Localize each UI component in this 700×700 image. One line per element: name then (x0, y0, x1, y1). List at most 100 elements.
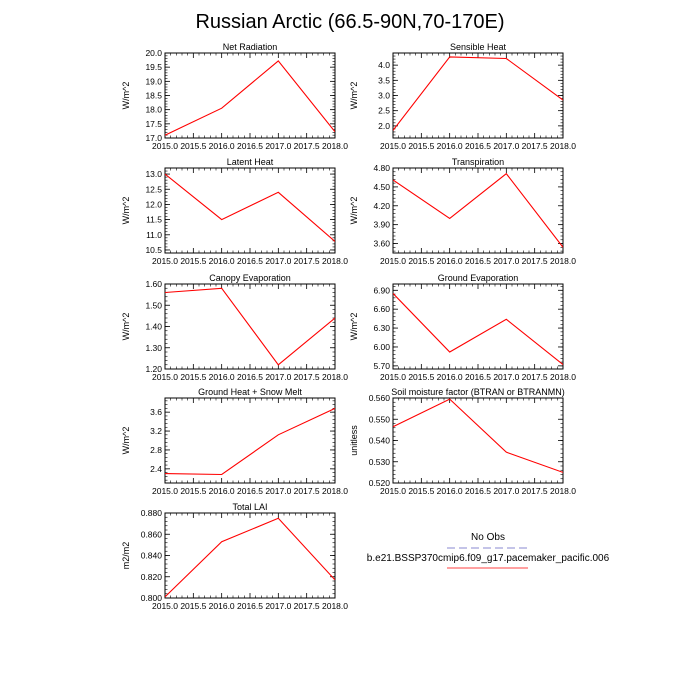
y-tick-label: 11.5 (146, 215, 162, 225)
y-tick-label: 0.550 (369, 414, 391, 424)
y-tick-label: 0.560 (369, 393, 391, 403)
y-tick-label: 1.60 (145, 279, 162, 289)
y-tick-label: 4.50 (373, 182, 390, 192)
y-tick-label: 4.20 (373, 201, 390, 211)
panel-title: Soil moisture factor (BTRAN or BTRANMN) (391, 387, 565, 397)
x-tick-label: 2017.0 (493, 486, 519, 496)
y-tick-label: 1.40 (145, 322, 162, 332)
y-tick-label: 0.820 (141, 572, 163, 582)
plot-frame (392, 167, 564, 254)
x-tick-label: 2018.0 (550, 372, 576, 382)
y-tick-label: 3.5 (378, 75, 390, 85)
y-axis-label: unitless (349, 425, 359, 456)
y-tick-label: 3.90 (373, 220, 390, 230)
series-line (165, 517, 335, 598)
x-tick-label: 2017.0 (493, 372, 519, 382)
plot-frame (392, 52, 564, 139)
x-tick-label: 2015.5 (180, 372, 206, 382)
plot-frame (164, 397, 336, 484)
x-tick-label: 2016.5 (237, 601, 263, 611)
x-tick-label: 2018.0 (322, 141, 348, 151)
x-tick-label: 2016.0 (209, 372, 235, 382)
y-tick-label: 20.0 (145, 48, 162, 58)
series-line (165, 287, 335, 366)
y-tick-label: 11.0 (146, 230, 162, 240)
y-axis-label: m2/m2 (121, 542, 131, 570)
y-axis-label: W/m^2 (349, 197, 359, 225)
x-tick-label: 2015.5 (408, 486, 434, 496)
x-tick-label: 2016.0 (437, 141, 463, 151)
x-tick-label: 2015.0 (152, 486, 178, 496)
x-tick-label: 2018.0 (322, 601, 348, 611)
y-tick-label: 18.5 (145, 91, 162, 101)
panel-title: Transpiration (452, 157, 504, 167)
x-tick-label: 2016.5 (465, 486, 491, 496)
y-tick-label: 17.5 (145, 119, 162, 129)
y-tick-label: 6.90 (373, 285, 390, 295)
y-axis-label: W/m^2 (121, 197, 131, 225)
x-tick-label: 2016.5 (237, 141, 263, 151)
chart-panel-6: Ground Evaporation 2015.0 2015.5 2016.0 2016… (349, 273, 576, 382)
x-tick-label: 2016.0 (437, 256, 463, 266)
plot-frame (392, 283, 564, 370)
y-tick-label: 1.50 (145, 300, 162, 310)
y-axis-label: W/m^2 (349, 82, 359, 110)
x-tick-label: 2015.5 (408, 372, 434, 382)
x-tick-label: 2015.0 (152, 256, 178, 266)
y-tick-label: 6.60 (373, 304, 390, 314)
series-line (165, 407, 335, 476)
panel-title: Canopy Evaporation (209, 273, 291, 283)
y-tick-label: 1.20 (145, 364, 162, 374)
y-tick-label: 12.0 (145, 199, 162, 209)
x-tick-label: 2017.5 (294, 141, 320, 151)
figure-title: Russian Arctic (66.5-90N,70-170E) (195, 11, 504, 33)
y-axis-label: W/m^2 (121, 313, 131, 341)
y-tick-label: 5.70 (373, 361, 390, 371)
x-tick-label: 2016.0 (209, 141, 235, 151)
x-tick-label: 2015.5 (180, 601, 206, 611)
x-tick-label: 2017.5 (294, 256, 320, 266)
plot-frame (164, 512, 336, 599)
y-tick-label: 1.30 (145, 343, 162, 353)
x-tick-label: 2017.5 (294, 372, 320, 382)
x-tick-label: 2018.0 (550, 486, 576, 496)
x-tick-label: 2018.0 (322, 256, 348, 266)
y-tick-label: 19.5 (145, 62, 162, 72)
series-line (165, 173, 335, 242)
x-tick-label: 2017.0 (265, 372, 291, 382)
panel-title: Ground Evaporation (438, 273, 519, 283)
series-line (393, 398, 563, 473)
y-axis-label: W/m^2 (121, 82, 131, 110)
y-tick-label: 6.30 (373, 323, 390, 333)
x-tick-label: 2018.0 (322, 486, 348, 496)
x-tick-label: 2015.5 (180, 256, 206, 266)
x-tick-label: 2015.0 (152, 141, 178, 151)
y-tick-label: 3.0 (378, 91, 390, 101)
y-tick-label: 18.0 (145, 105, 162, 115)
plot-frame (392, 397, 564, 484)
panel-title: Ground Heat + Snow Melt (198, 387, 302, 397)
y-tick-label: 2.8 (150, 445, 162, 455)
y-tick-label: 2.5 (378, 106, 390, 116)
x-tick-label: 2016.0 (437, 486, 463, 496)
y-tick-label: 13.0 (145, 169, 162, 179)
series-line (393, 56, 563, 131)
x-tick-label: 2015.0 (152, 601, 178, 611)
y-tick-label: 3.6 (150, 407, 162, 417)
y-tick-label: 12.5 (145, 184, 162, 194)
x-tick-label: 2016.5 (237, 486, 263, 496)
x-tick-label: 2017.0 (265, 486, 291, 496)
x-tick-label: 2018.0 (550, 141, 576, 151)
x-tick-label: 2017.0 (493, 141, 519, 151)
series-line (393, 293, 563, 366)
x-tick-label: 2016.5 (237, 256, 263, 266)
y-tick-label: 0.520 (369, 478, 391, 488)
legend-label-model-run: b.e21.BSSP370cmip6.f09_g17.pacemaker_pac… (367, 553, 610, 564)
legend: No Obs b.e21.BSSP370cmip6.f09_g17.pacema… (367, 532, 610, 569)
